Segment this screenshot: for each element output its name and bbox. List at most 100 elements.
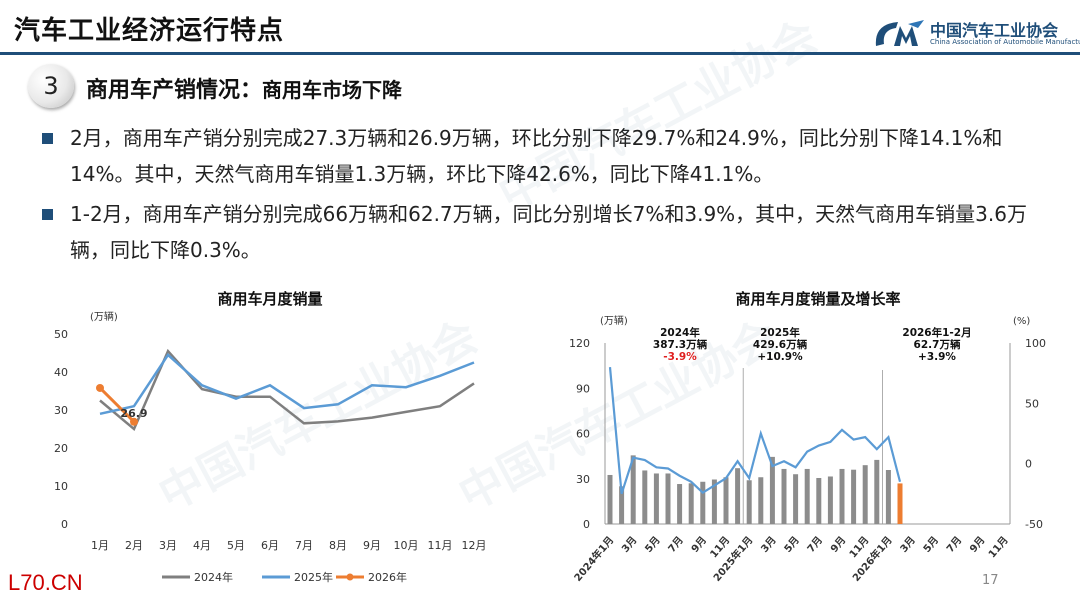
chart1-title: 商用车月度销量 bbox=[217, 290, 322, 308]
chart2-xtick-label: 5月 bbox=[921, 534, 941, 555]
chart1-xtick-label: 4月 bbox=[193, 539, 211, 552]
bullet-text: 2月，商用车产销分别完成27.3万辆和26.9万辆，环比分别下降29.7%和24… bbox=[70, 126, 1003, 186]
page-number: 17 bbox=[982, 573, 999, 588]
chart2-bar bbox=[607, 474, 613, 524]
chart2-ytick-label: 0 bbox=[583, 518, 590, 531]
chart2-growth-line bbox=[608, 367, 902, 495]
chart2-bar bbox=[816, 477, 822, 524]
chart2-xtick-label: 3月 bbox=[619, 534, 639, 555]
chart2-bar bbox=[688, 483, 694, 524]
chart1-data-label: 26.9 bbox=[120, 407, 147, 420]
chart2-ylabel: (万辆) bbox=[600, 314, 628, 327]
chart2-xtick-label: 5月 bbox=[643, 534, 663, 555]
chart1-legend-marker bbox=[346, 573, 354, 581]
chart1-series-line bbox=[99, 348, 475, 432]
chart2-ytick-label: 120 bbox=[569, 337, 590, 350]
chart2-bar bbox=[735, 468, 741, 524]
chart2-xtick-label: 9月 bbox=[689, 534, 709, 555]
chart2-y2tick-label: -50 bbox=[1025, 518, 1043, 531]
chart1-xtick-label: 3月 bbox=[159, 539, 177, 552]
chart2-bar bbox=[711, 479, 717, 524]
site-mark: L70.CN bbox=[8, 570, 83, 595]
chart2-xtick-label: 11月 bbox=[986, 534, 1011, 560]
chart2-bar bbox=[665, 473, 671, 524]
chart2-xtick-label: 7月 bbox=[805, 534, 825, 555]
caam-logo-icon bbox=[875, 20, 924, 46]
chart2-bar bbox=[827, 476, 833, 524]
page-title: 汽车工业经济运行特点 bbox=[14, 16, 285, 46]
chart1-series-line bbox=[99, 353, 475, 416]
logo-text-cn: 中国汽车工业协会 bbox=[930, 21, 1059, 40]
chart1-ytick-label: 40 bbox=[54, 366, 68, 379]
chart2-xtick-label: 9月 bbox=[967, 534, 987, 555]
chart1-ytick-label: 10 bbox=[54, 480, 68, 493]
bullet-square-icon bbox=[42, 209, 53, 220]
chart2-xtick-label: 3月 bbox=[898, 534, 918, 555]
chart2-bar bbox=[885, 470, 891, 524]
chart2-y2tick-label: 0 bbox=[1025, 458, 1032, 471]
section-title: 商用车产销情况：商用车市场下降 bbox=[86, 72, 402, 104]
chart2-annotation-line: +10.9% bbox=[757, 351, 803, 363]
chart1-xtick-label: 1月 bbox=[91, 539, 109, 552]
chart2-bar bbox=[839, 468, 845, 524]
chart2-bar bbox=[642, 470, 648, 524]
chart1-series-line bbox=[98, 386, 136, 423]
chart2-bar bbox=[700, 481, 706, 524]
chart2-annotation-line: +3.9% bbox=[918, 351, 956, 363]
chart1-ytick-label: 20 bbox=[54, 442, 68, 455]
chart2-annotation-line: -3.9% bbox=[663, 351, 697, 363]
chart1-legend-label: 2026年 bbox=[368, 570, 407, 584]
chart2-annotation-line: 2024年 bbox=[660, 326, 700, 339]
chart1-ytick-label: 30 bbox=[54, 404, 68, 417]
chart2-annotation-line: 62.7万辆 bbox=[914, 338, 961, 351]
chart2-bar bbox=[653, 473, 659, 524]
chart1-legend-label: 2024年 bbox=[194, 570, 233, 584]
chart1-xtick-label: 5月 bbox=[227, 539, 245, 552]
chart2-annotation-line: 2026年1-2月 bbox=[902, 326, 971, 339]
chart2-xtick-label: 5月 bbox=[782, 534, 802, 555]
chart2-bar bbox=[746, 480, 752, 524]
chart2-bar bbox=[769, 456, 775, 524]
chart1-xtick-label: 7月 bbox=[295, 539, 313, 552]
chart2-xtick-label: 7月 bbox=[944, 534, 964, 555]
chart2-annotation-line: 387.3万辆 bbox=[653, 338, 708, 351]
chart1-data-point bbox=[96, 383, 104, 392]
bullet-item: 2月，商用车产销分别完成27.3万辆和26.9万辆，环比分别下降29.7%和24… bbox=[36, 120, 1056, 192]
chart2-xtick-label: 7月 bbox=[666, 534, 686, 555]
bullet-text: 1-2月，商用车产销分别完成66万辆和62.7万辆，同比分别增长7%和3.9%，… bbox=[70, 202, 1027, 262]
chart2-bar bbox=[897, 483, 903, 524]
chart1-ylabel: (万辆) bbox=[90, 310, 118, 323]
logo-text-en: China Association of Automobile Manufact… bbox=[930, 38, 1080, 46]
chart1-xtick-label: 9月 bbox=[363, 539, 381, 552]
chart1-xtick-label: 8月 bbox=[329, 539, 347, 552]
chart2-annotation-line: 2025年 bbox=[760, 326, 800, 339]
chart1-xtick-label: 12月 bbox=[462, 539, 487, 552]
chart2-bar bbox=[874, 459, 880, 524]
chart1-xtick-label: 2月 bbox=[125, 539, 143, 552]
section-number-badge: 3 bbox=[28, 64, 74, 108]
header-divider bbox=[0, 52, 1080, 55]
chart2-bar bbox=[677, 484, 683, 524]
chart2-xtick-label: 2024年1月 bbox=[571, 534, 616, 584]
chart1-legend-label: 2025年 bbox=[294, 570, 333, 584]
bullet-list: 2月，商用车产销分别完成27.3万辆和26.9万辆，环比分别下降29.7%和24… bbox=[36, 120, 1056, 272]
chart1-ytick-label: 50 bbox=[54, 328, 68, 341]
chart2-xtick-label: 9月 bbox=[828, 534, 848, 555]
chart2-bar bbox=[851, 469, 857, 524]
chart2-bar bbox=[804, 468, 810, 524]
chart2-y2tick-label: 50 bbox=[1025, 397, 1039, 410]
chart2-ytick-label: 60 bbox=[576, 428, 590, 441]
chart1-ytick-label: 0 bbox=[61, 518, 68, 531]
chart2-bar bbox=[619, 486, 625, 524]
chart2-y2label: (%) bbox=[1013, 316, 1030, 327]
logo: 中国汽车工业协会 China Association of Automobile… bbox=[872, 16, 1080, 50]
chart2-annotation-line: 429.6万辆 bbox=[753, 338, 808, 351]
section-title-main: 商用车产销情况： bbox=[86, 78, 263, 103]
chart2-title: 商用车月度销量及增长率 bbox=[735, 290, 900, 308]
chart2-bar bbox=[862, 465, 868, 524]
bullet-square-icon bbox=[42, 133, 53, 144]
section-title-sub: 商用车市场下降 bbox=[262, 78, 403, 102]
chart1-xtick-label: 11月 bbox=[428, 539, 453, 552]
chart2-bar bbox=[723, 477, 729, 524]
